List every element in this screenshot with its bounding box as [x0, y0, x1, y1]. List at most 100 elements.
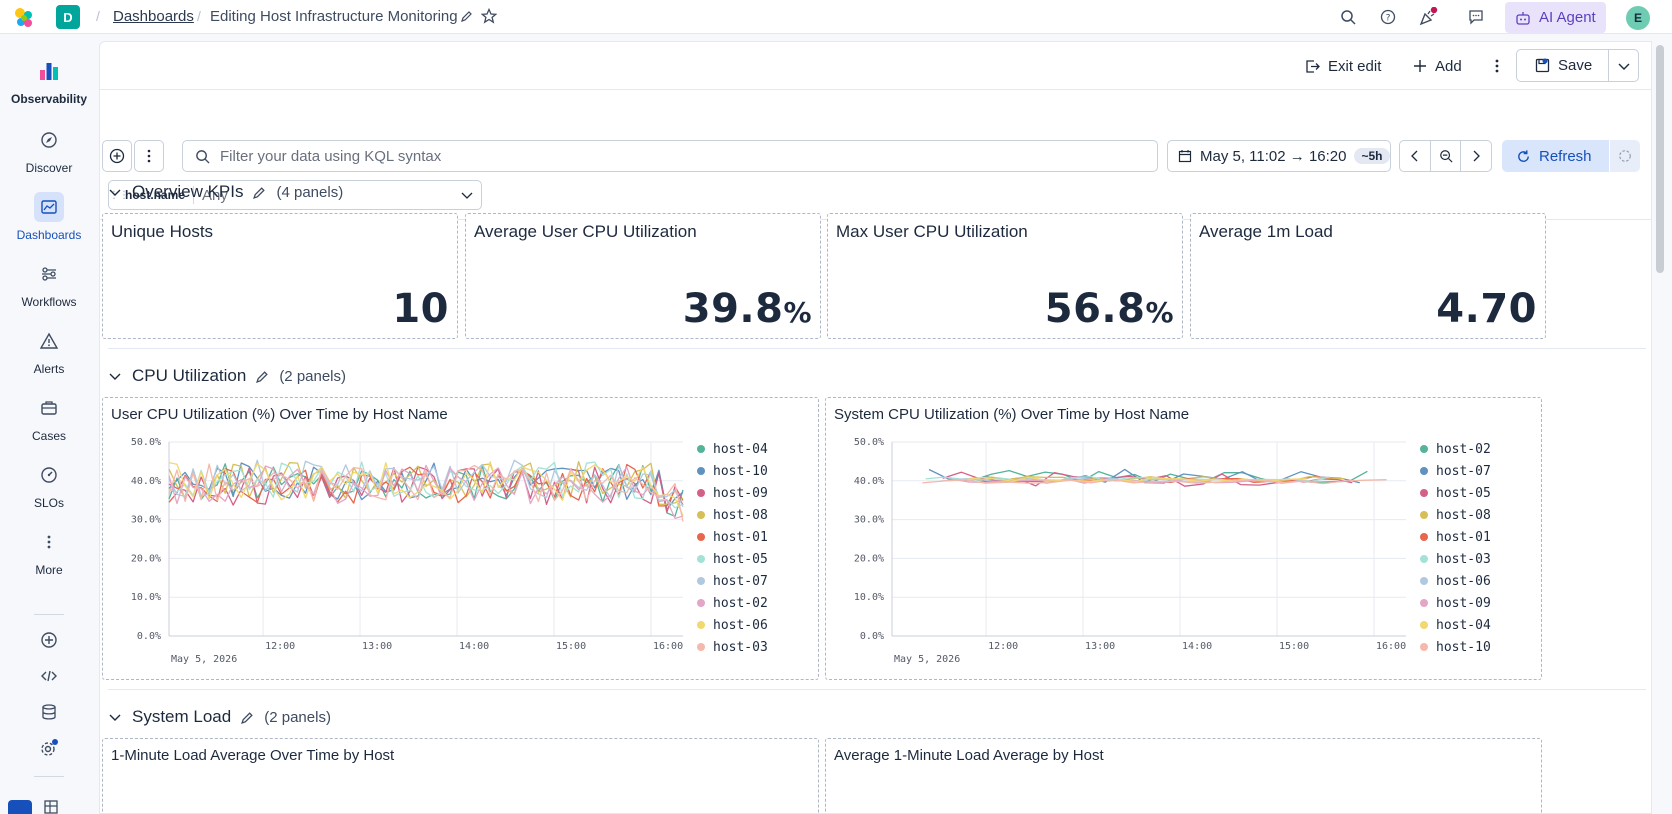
panel-title: Average 1-Minute Load Average by Host: [834, 747, 1104, 764]
help-icon[interactable]: ?: [1378, 7, 1398, 27]
star-icon[interactable]: [481, 8, 497, 24]
elastic-logo-icon[interactable]: [12, 6, 36, 30]
legend-item-host-10[interactable]: host-10: [1420, 636, 1491, 658]
legend-item-host-09[interactable]: host-09: [697, 482, 768, 504]
legend-item-host-01[interactable]: host-01: [697, 526, 768, 548]
sidebar-item-more[interactable]: More: [0, 527, 98, 577]
sidebar-item-workflows[interactable]: Workflows: [0, 259, 98, 309]
code-icon[interactable]: [36, 663, 62, 689]
sidebar-item-alerts[interactable]: Alerts: [0, 326, 98, 376]
time-range-picker[interactable]: May 5, 11:02 → 16:20 ~5h: [1167, 140, 1391, 172]
previous-time-button[interactable]: [1400, 141, 1431, 171]
drag-handle-icon[interactable]: ⋮⋮: [109, 189, 129, 201]
legend-item-host-09[interactable]: host-09: [1420, 592, 1491, 614]
observability-icon: [34, 56, 64, 86]
pencil-icon[interactable]: [461, 10, 473, 22]
series-line-host-06[interactable]: [168, 461, 684, 516]
legend-item-host-04[interactable]: host-04: [1420, 614, 1491, 636]
section-system-load[interactable]: System Load (2 panels): [108, 707, 331, 727]
legend-item-host-06[interactable]: host-06: [1420, 570, 1491, 592]
sidebar-item-dashboards[interactable]: Dashboards: [0, 192, 98, 242]
exit-edit-button[interactable]: Exit edit: [1305, 51, 1381, 81]
add-panel-button[interactable]: Add: [1413, 51, 1462, 81]
sidebar-item-slos[interactable]: SLOs: [0, 460, 98, 510]
legend-item-host-06[interactable]: host-06: [697, 614, 768, 636]
sidebar-item-discover[interactable]: Discover: [0, 125, 98, 175]
legend-item-host-07[interactable]: host-07: [1420, 460, 1491, 482]
chevron-down-icon[interactable]: [453, 188, 481, 202]
legend-item-host-03[interactable]: host-03: [697, 636, 768, 658]
chart-panel-user-cpu[interactable]: User CPU Utilization (%) Over Time by Ho…: [102, 397, 819, 680]
chart-panel-system-cpu[interactable]: System CPU Utilization (%) Over Time by …: [825, 397, 1542, 680]
scrollbar-thumb[interactable]: [1656, 45, 1664, 273]
save-options-button[interactable]: [1609, 50, 1638, 81]
section-overview-kpis[interactable]: Overview KPIs (4 panels): [108, 182, 343, 202]
more-vertical-icon: [1495, 59, 1499, 73]
chart-panel-avg-load-by-host[interactable]: Average 1-Minute Load Average by Host: [825, 738, 1542, 813]
sidebar-item-label: More: [35, 563, 63, 577]
series-line-host-09[interactable]: [168, 466, 684, 513]
panel-title: Max User CPU Utilization: [836, 222, 1028, 241]
app-menu-icon[interactable]: [38, 794, 64, 814]
feedback-icon[interactable]: [1466, 7, 1486, 27]
filter-options-button[interactable]: [134, 140, 164, 172]
legend-item-host-04[interactable]: host-04: [697, 438, 768, 460]
refresh-button[interactable]: Refresh: [1502, 140, 1609, 172]
kpi-panel-max-user-cpu[interactable]: Max User CPU Utilization 56.8%: [827, 213, 1183, 339]
add-circle-icon[interactable]: [36, 627, 62, 653]
legend-item-host-03[interactable]: host-03: [1420, 548, 1491, 570]
legend-item-host-05[interactable]: host-05: [697, 548, 768, 570]
search-icon[interactable]: [1338, 7, 1358, 27]
save-button[interactable]: Save: [1517, 50, 1609, 81]
pencil-icon[interactable]: [241, 711, 254, 724]
host-name-control[interactable]: ⋮⋮ host.name Any: [108, 180, 482, 210]
news-feed-icon[interactable]: [1418, 7, 1438, 27]
page-scrollbar[interactable]: [1652, 41, 1672, 814]
panel-title: User CPU Utilization (%) Over Time by Ho…: [111, 406, 448, 423]
legend-item-host-08[interactable]: host-08: [697, 504, 768, 526]
legend-item-host-05[interactable]: host-05: [1420, 482, 1491, 504]
control-value: Any: [202, 186, 228, 204]
add-filter-button[interactable]: [102, 140, 132, 172]
legend-item-host-08[interactable]: host-08: [1420, 504, 1491, 526]
section-cpu-utilization[interactable]: CPU Utilization (2 panels): [108, 366, 346, 386]
kql-search-input[interactable]: Filter your data using KQL syntax: [182, 140, 1158, 172]
kpi-panel-avg-load[interactable]: Average 1m Load 4.70: [1190, 213, 1546, 339]
gear-icon[interactable]: [36, 735, 62, 761]
ai-agent-button[interactable]: AI Agent: [1505, 2, 1606, 33]
pencil-icon[interactable]: [253, 186, 266, 199]
series-line-host-03[interactable]: [168, 463, 684, 522]
next-time-button[interactable]: [1461, 141, 1491, 171]
legend-item-host-10[interactable]: host-10: [697, 460, 768, 482]
add-circle-icon: [109, 148, 125, 164]
series-line-host-02[interactable]: [168, 464, 684, 520]
user-avatar[interactable]: E: [1626, 6, 1650, 30]
sidebar-item-cases[interactable]: Cases: [0, 393, 98, 443]
sidebar-item-observability[interactable]: Observability: [0, 56, 98, 106]
series-line-host-01[interactable]: [168, 463, 684, 507]
pencil-icon[interactable]: [256, 370, 269, 383]
collapse-nav-icon[interactable]: [8, 800, 32, 814]
chevron-left-icon: [1410, 150, 1418, 162]
warning-icon: [34, 326, 64, 356]
system-cpu-line-chart[interactable]: 50.0% 40.0% 30.0% 20.0% 10.0% 0.0% 12:00 13:00 1…: [836, 432, 1416, 672]
series-line-host-10[interactable]: [922, 478, 1387, 485]
legend-label: host-09: [1436, 595, 1491, 611]
legend-label: host-08: [713, 507, 768, 523]
database-icon[interactable]: [36, 699, 62, 725]
zoom-out-button[interactable]: [1431, 141, 1462, 171]
chart-panel-load-over-time[interactable]: 1-Minute Load Average Over Time by Host: [102, 738, 819, 813]
user-cpu-line-chart[interactable]: 50.0% 40.0% 30.0% 20.0% 10.0% 0.0% 12:00 13:00 1…: [113, 432, 693, 672]
space-avatar[interactable]: D: [56, 5, 80, 29]
legend-dot: [1420, 577, 1428, 585]
breadcrumb-dashboards-link[interactable]: Dashboards: [113, 8, 194, 25]
legend-item-host-02[interactable]: host-02: [697, 592, 768, 614]
legend-item-host-01[interactable]: host-01: [1420, 526, 1491, 548]
kpi-panel-unique-hosts[interactable]: Unique Hosts 10: [102, 213, 458, 339]
auto-refresh-button[interactable]: [1610, 140, 1640, 172]
chevron-down-icon: [1618, 63, 1629, 70]
kpi-panel-avg-user-cpu[interactable]: Average User CPU Utilization 39.8%: [465, 213, 821, 339]
legend-item-host-02[interactable]: host-02: [1420, 438, 1491, 460]
more-options-button[interactable]: [1494, 51, 1500, 81]
legend-item-host-07[interactable]: host-07: [697, 570, 768, 592]
